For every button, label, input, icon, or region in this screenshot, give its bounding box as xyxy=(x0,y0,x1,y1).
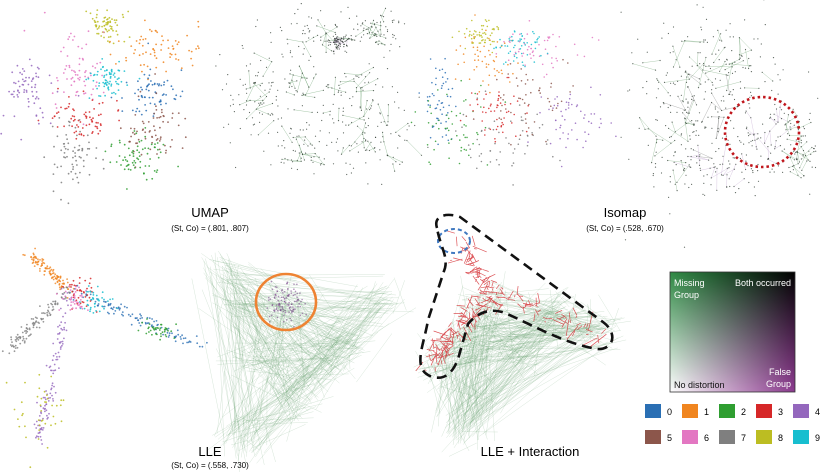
interaction-lasso-outline xyxy=(419,213,614,379)
legend-label-6: 6 xyxy=(704,433,709,443)
legend-swatch-6 xyxy=(682,430,698,444)
umap-title: UMAP xyxy=(191,205,229,220)
legend-swatch-9 xyxy=(793,430,809,444)
class-color-legend: 0 1 2 3 4 5 6 7 8 9 xyxy=(645,404,820,444)
lle-subtitle: (St, Co) = (.558, .730) xyxy=(171,461,249,470)
legend-label-3: 3 xyxy=(778,407,783,417)
legend-label-2: 2 xyxy=(741,407,746,417)
lle-interaction-mesh xyxy=(413,230,631,457)
legend-missing-line2: Group xyxy=(674,290,699,300)
isomap-subtitle: (St, Co) = (.528, .670) xyxy=(586,224,664,233)
legend-no-distortion: No distortion xyxy=(674,380,725,390)
lle-scatter-plot xyxy=(1,247,208,469)
legend-label-1: 1 xyxy=(704,407,709,417)
lle-highlight-circle xyxy=(254,272,318,332)
legend-label-8: 8 xyxy=(778,433,783,443)
legend-label-9: 9 xyxy=(815,433,820,443)
umap-subtitle: (St, Co) = (.801, .807) xyxy=(171,224,249,233)
lle-distortion-mesh xyxy=(191,250,417,472)
lle-title: LLE xyxy=(198,444,221,459)
umap-scatter-plot xyxy=(0,9,200,205)
umap-distortion-mesh xyxy=(215,3,429,185)
legend-swatch-7 xyxy=(719,430,735,444)
legend-label-4: 4 xyxy=(815,407,820,417)
legend-swatch-4 xyxy=(793,404,809,418)
legend-swatch-5 xyxy=(645,430,661,444)
legend-label-7: 7 xyxy=(741,433,746,443)
legend-swatch-0 xyxy=(645,404,661,418)
legend-false-line2: Group xyxy=(766,379,791,389)
isomap-title: Isomap xyxy=(604,205,647,220)
legend-label-0: 0 xyxy=(667,407,672,417)
isomap-distortion-mesh xyxy=(620,0,819,248)
legend-both-occurred: Both occurred xyxy=(735,278,791,288)
interaction-small-circle xyxy=(437,228,471,254)
lle-interaction-title: LLE + Interaction xyxy=(481,444,580,459)
isomap-scatter-plot xyxy=(410,14,617,186)
distortion-colormap-legend: Missing Group Both occurred No distortio… xyxy=(669,271,796,393)
legend-false-line1: False xyxy=(769,367,791,377)
legend-missing-line1: Missing xyxy=(674,278,705,288)
legend-label-5: 5 xyxy=(667,433,672,443)
legend-swatch-3 xyxy=(756,404,772,418)
legend-swatch-2 xyxy=(719,404,735,418)
legend-swatch-8 xyxy=(756,430,772,444)
isomap-highlight-circle xyxy=(723,95,801,169)
legend-swatch-1 xyxy=(682,404,698,418)
